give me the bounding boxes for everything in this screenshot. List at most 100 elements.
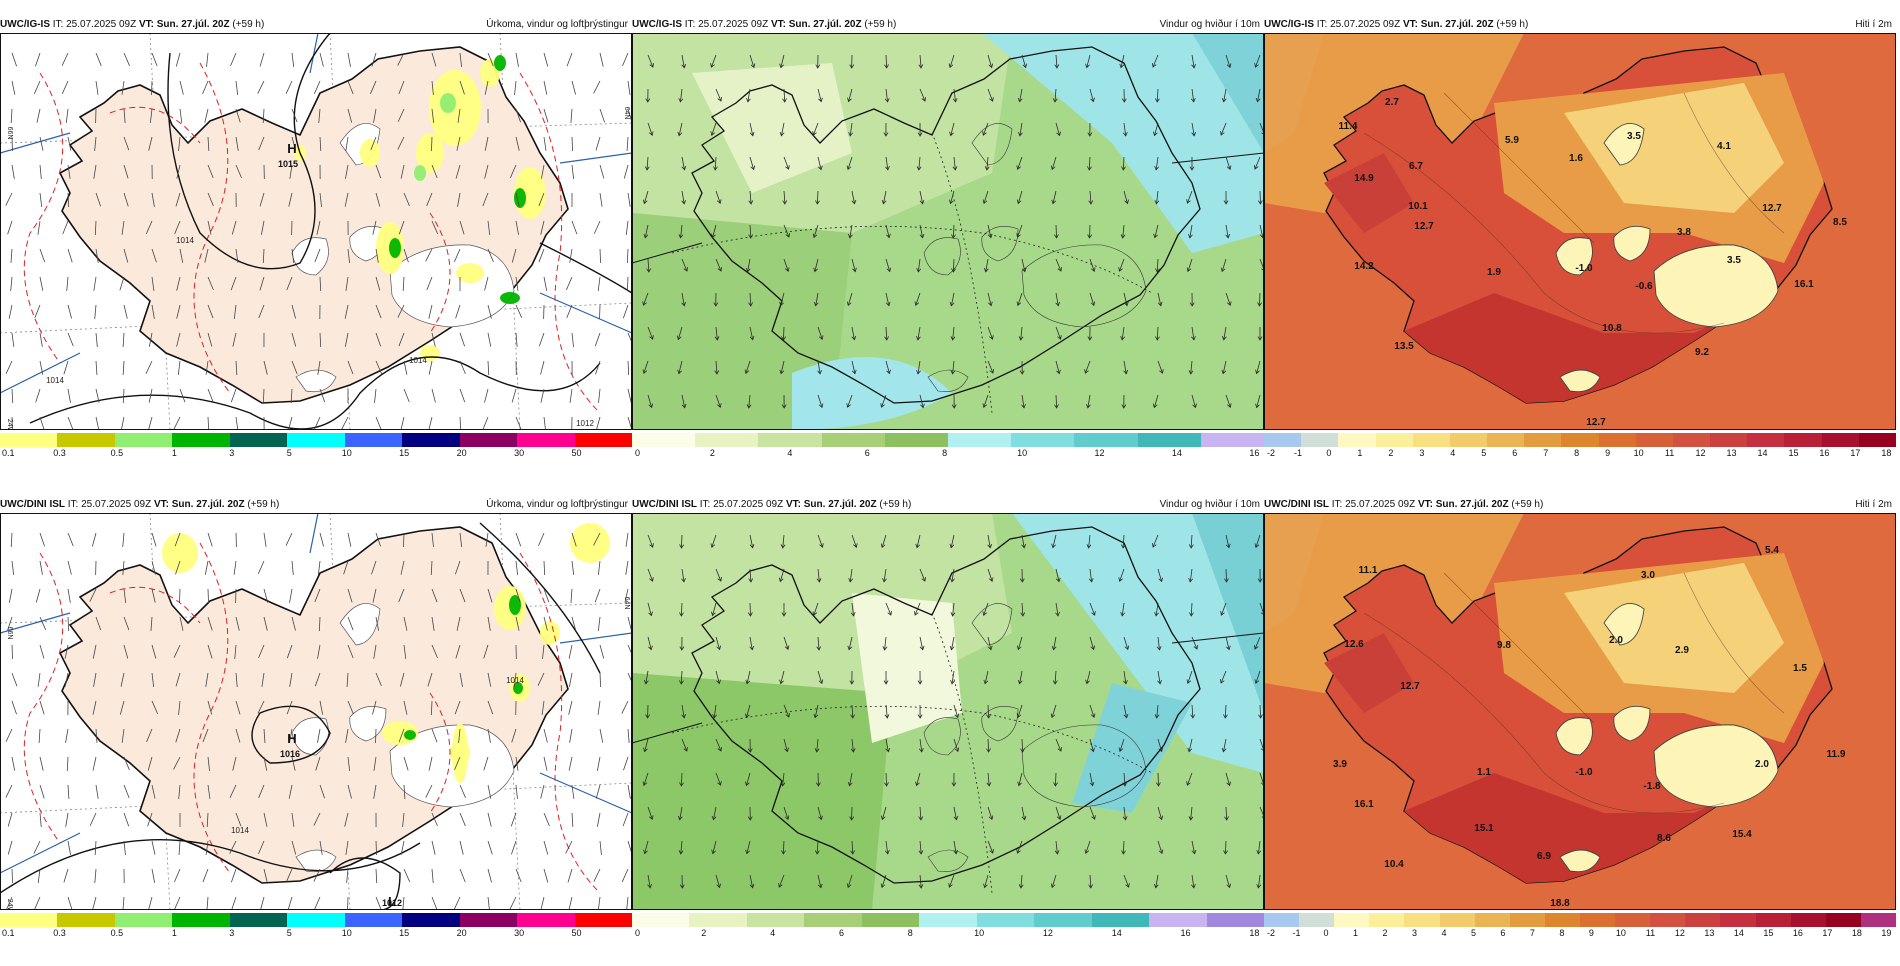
valid-time-prefix: VT: [786,499,801,510]
svg-text:66N: 66N [6,127,13,140]
svg-text:1014: 1014 [409,356,427,365]
temperature-label: 9.8 [1497,640,1511,651]
model-name: UWC/IG-IS [1264,19,1314,30]
colorbar-segment [402,433,460,447]
temperature-label: 2.7 [1385,97,1399,108]
colorbar-segment [402,913,460,927]
colorbar-segment [689,913,747,927]
temperature-label: 5.9 [1505,135,1519,146]
model-name: UWC/DINI ISL [632,499,697,510]
svg-text:64N: 64N [623,107,630,120]
colorbar-segment [1710,433,1748,447]
temperature-label: 10.1 [1408,201,1428,212]
colorbar-segment [230,433,288,447]
colorbar-segment [1650,913,1686,927]
colorbar-tick: 20 [457,448,467,458]
lead-time: (+59 h) [232,19,264,30]
temperature-label: 3.9 [1333,759,1347,770]
panel-title: Vindur og hviður í 10m [1160,498,1260,512]
colorbar-tick: 10 [1616,928,1626,938]
colorbar-tick: 0.5 [111,448,124,458]
temperature-label: 2.0 [1609,635,1623,646]
temperature-label: 15.1 [1474,823,1494,834]
colorbar-tick: 16 [1793,928,1803,938]
colorbar-tick: 2 [1382,928,1387,938]
svg-text:24W: 24W [6,419,13,430]
colorbar-segment [977,913,1035,927]
valid-time-prefix: VT: [1403,19,1418,30]
temperature-label: 1.9 [1487,267,1501,278]
colorbar-tick: 19 [1881,928,1891,938]
colorbar-segment [1475,913,1511,927]
colorbar-tick: 6 [1512,448,1517,458]
issue-time: IT: 25.07.2025 09Z [68,499,151,510]
temperature-label: 8.6 [1657,833,1671,844]
valid-time-prefix: VT: [1418,499,1433,510]
colorbar-segment [345,433,403,447]
valid-time: Sun. 27.júl. 20Z [804,499,877,510]
colorbar-segment [758,433,822,447]
temperature-label: 6.9 [1537,851,1551,862]
issue-time: IT: 25.07.2025 09Z [685,19,768,30]
colorbar-tick: -2 [1267,928,1275,938]
colorbar-tick: 7 [1530,928,1535,938]
svg-text:1014: 1014 [176,236,194,245]
colorbar-segment [1615,913,1651,927]
colorbar-segment [1092,913,1150,927]
colorbar-tick: 30 [514,448,524,458]
temperature-label: 2.0 [1755,759,1769,770]
colorbar-segment [1074,433,1138,447]
colorbar [0,913,632,927]
colorbar-tick: -1 [1294,448,1302,458]
valid-time: Sun. 27.júl. 20Z [789,19,862,30]
colorbar-tick: 6 [865,448,870,458]
colorbar-tick: -1 [1292,928,1300,938]
temperature-label: 8.5 [1833,217,1847,228]
map-svg [632,513,1264,910]
colorbar-segment [57,433,115,447]
panel-header: UWC/IG-IS IT: 25.07.2025 09Z VT: Sun. 27… [1264,18,1896,32]
temperature-label: 12.7 [1586,417,1606,428]
colorbar-tick: 5 [1481,448,1486,458]
colorbar-segment [1299,913,1335,927]
issue-time: IT: 25.07.2025 09Z [1317,19,1400,30]
temperature-label: 3.0 [1641,570,1655,581]
colorbar-segment [345,913,403,927]
colorbar-tick: 10 [342,448,352,458]
colorbar-tick: 3 [1419,448,1424,458]
colorbar-tick: 15 [1788,448,1798,458]
colorbar-tick: -2 [1267,448,1275,458]
temperature-label: 12.7 [1400,681,1420,692]
svg-text:64N: 64N [623,597,630,610]
svg-text:H: H [287,731,296,746]
temperature-label: 12.7 [1762,203,1782,214]
valid-time: Sun. 27.júl. 20Z [1436,499,1509,510]
colorbar-segment [632,913,690,927]
colorbar-segment [1524,433,1562,447]
colorbar-tick: 12 [1095,448,1105,458]
colorbar-tick: 0.1 [2,928,15,938]
colorbar-segment [57,913,115,927]
model-name: UWC/DINI ISL [1264,499,1329,510]
colorbar-segment [172,433,230,447]
colorbar-tick: 10 [342,928,352,938]
model-name: UWC/DINI ISL [0,499,65,510]
colorbar-segment [1034,913,1092,927]
colorbar-tick: 18 [1852,928,1862,938]
colorbar-tick: 12 [1043,928,1053,938]
colorbar-segment [1784,433,1822,447]
map-panel: UWC/IG-IS IT: 25.07.2025 09Z VT: Sun. 27… [632,18,1264,486]
svg-text:H: H [287,141,296,156]
colorbar-tick: 0 [635,928,640,938]
colorbar-tick: 50 [572,448,582,458]
model-name: UWC/IG-IS [632,19,682,30]
colorbar-segment [287,433,345,447]
temperature-label: 16.1 [1354,799,1374,810]
